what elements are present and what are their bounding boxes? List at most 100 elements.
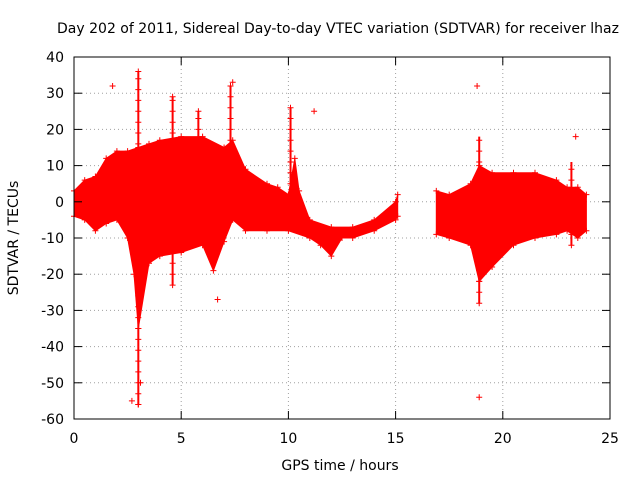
spike-point xyxy=(287,126,294,133)
spike-point xyxy=(287,137,294,144)
envelope-point xyxy=(178,249,185,256)
x-tick-label: 15 xyxy=(387,431,405,447)
envelope-point xyxy=(564,227,571,234)
envelope-point xyxy=(574,235,581,241)
envelope-point xyxy=(92,227,99,234)
spike-point xyxy=(195,191,202,198)
outlier-point xyxy=(128,397,135,404)
envelope-point xyxy=(221,238,228,245)
envelope-point xyxy=(489,169,496,176)
envelope-point xyxy=(349,224,356,231)
spike-point xyxy=(195,180,202,187)
spike-point xyxy=(169,238,176,245)
spike-point xyxy=(135,97,142,104)
spike-point xyxy=(195,148,202,155)
spike-point xyxy=(476,300,483,307)
x-tick-label: 25 xyxy=(601,431,619,447)
x-tick-label: 5 xyxy=(177,431,186,447)
envelope-point xyxy=(103,155,110,162)
spike-point xyxy=(568,231,575,238)
envelope-point xyxy=(146,140,152,147)
spike-point xyxy=(227,148,234,155)
spike-point xyxy=(287,115,294,122)
outlier-point xyxy=(195,108,202,115)
envelope-point xyxy=(510,242,517,249)
envelope-point xyxy=(371,227,378,234)
spike-point xyxy=(169,173,176,180)
outlier-point xyxy=(137,379,144,386)
spike-point xyxy=(135,314,142,321)
envelope-point xyxy=(510,169,517,176)
spike-point xyxy=(135,292,142,299)
spike-point xyxy=(476,289,483,296)
spike-point xyxy=(476,213,483,220)
envelope-point xyxy=(92,173,99,180)
ticks: 0 5 10 15 20 25 -60 -50 -40 -30 -20 -10 0 10 20 30 40 xyxy=(41,50,619,447)
spike-point xyxy=(135,260,142,267)
spike-point xyxy=(135,140,142,147)
spike-point xyxy=(135,108,142,115)
envelope-point xyxy=(328,253,335,260)
spike-point xyxy=(135,216,142,223)
spike-point xyxy=(135,130,142,136)
y-tick-label: -50 xyxy=(41,376,64,392)
envelope-point xyxy=(392,198,399,205)
envelope-point xyxy=(317,242,324,249)
spike-point xyxy=(135,282,142,289)
envelope-point xyxy=(274,184,281,191)
spike-point xyxy=(476,245,483,252)
spike-point xyxy=(227,115,234,122)
envelope-point xyxy=(81,216,88,223)
envelope-point xyxy=(296,187,303,194)
envelope-point xyxy=(113,148,120,155)
spike-point xyxy=(135,206,142,212)
x-tick-label: 0 xyxy=(70,431,79,447)
spike-point xyxy=(227,169,234,176)
envelope-point xyxy=(242,227,249,234)
y-tick-label: -10 xyxy=(41,231,64,247)
envelope-point xyxy=(583,227,590,234)
spike-point xyxy=(135,336,142,343)
outlier-point xyxy=(311,108,318,115)
spike-point xyxy=(227,93,234,100)
envelope-point xyxy=(446,235,453,241)
outlier-point xyxy=(476,394,483,401)
envelope-point xyxy=(371,216,378,223)
envelope-point xyxy=(394,213,401,220)
spike-point xyxy=(169,249,176,256)
y-tick-label: -20 xyxy=(41,267,64,283)
envelope-point xyxy=(124,235,131,241)
outlier-point xyxy=(572,133,579,140)
outlier-point xyxy=(474,83,481,89)
envelope-point xyxy=(433,187,440,194)
spike-point xyxy=(287,148,294,155)
spike-point xyxy=(568,166,575,173)
spike-point xyxy=(476,191,483,198)
spike-point xyxy=(227,180,234,187)
envelope-point xyxy=(446,191,453,198)
envelope-point xyxy=(574,184,581,191)
spike-point xyxy=(169,216,176,223)
spike-point xyxy=(287,169,294,176)
spike-point xyxy=(135,358,142,365)
outlier-point xyxy=(229,79,236,86)
spike-point xyxy=(169,184,176,191)
envelope-point xyxy=(349,235,356,241)
spike-point xyxy=(195,159,202,165)
spike-point xyxy=(169,108,176,115)
envelope-point xyxy=(553,177,560,184)
x-tick-label: 20 xyxy=(494,431,512,447)
envelope-point xyxy=(392,216,399,223)
envelope-point xyxy=(564,184,571,191)
spike-point xyxy=(169,260,176,267)
spike-point xyxy=(476,267,483,274)
spike-point xyxy=(195,137,202,144)
envelope-point xyxy=(229,216,236,223)
envelope-point xyxy=(103,220,110,227)
spike-point xyxy=(568,198,575,205)
envelope-point xyxy=(433,231,440,238)
spike-point xyxy=(476,159,483,165)
spike-point xyxy=(227,137,234,144)
envelope-point xyxy=(339,235,345,241)
